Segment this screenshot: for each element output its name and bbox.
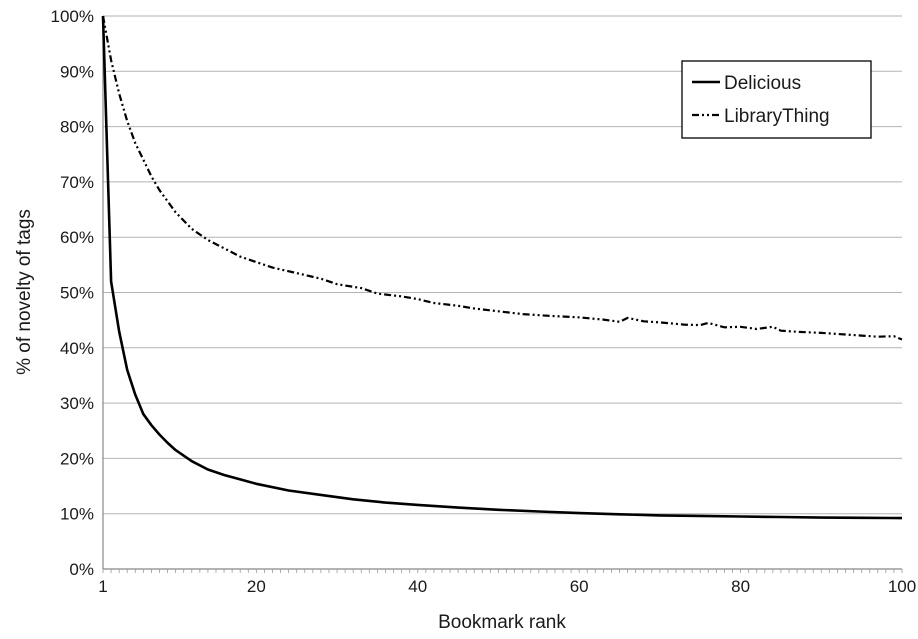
legend-box: [681, 60, 872, 139]
y-tick-label: 0%: [69, 560, 94, 579]
y-tick-label: 40%: [60, 339, 94, 358]
series-line-delicious: [101, 15, 903, 520]
y-tick-label: 70%: [60, 173, 94, 192]
y-tick-labels: 0% 10% 20% 30% 40% 50% 60% 70% 80% 90% 100%: [51, 7, 94, 579]
y-tick-label: 20%: [60, 449, 94, 468]
x-tick-label: 60: [570, 577, 589, 596]
series-layer: [101, 15, 903, 520]
x-axis-title: Bookmark rank: [438, 612, 566, 633]
legend-label-delicious: Delicious: [724, 73, 801, 94]
x-tick-labels: 1 20 40 60 80 100: [98, 577, 916, 596]
y-tick-label: 50%: [60, 284, 94, 303]
y-tick-label: 80%: [60, 118, 94, 137]
x-tick-label: 40: [408, 577, 427, 596]
y-tick-label: 30%: [60, 394, 94, 413]
y-tick-label: 90%: [60, 62, 94, 81]
gridlines: [103, 15, 902, 515]
x-tick-label: 20: [247, 577, 266, 596]
x-tick-label: 1: [98, 577, 107, 596]
y-axis-title: % of novelty of tags: [14, 209, 35, 375]
y-tick-label: 100%: [51, 7, 94, 26]
x-tick-label: 100: [888, 577, 916, 596]
x-tick-label: 80: [731, 577, 750, 596]
y-tick-label: 10%: [60, 505, 94, 524]
series-line-librarything: [101, 15, 903, 341]
y-tick-label: 60%: [60, 228, 94, 247]
x-tick-marks: [102, 569, 903, 573]
legend: Delicious LibraryThing: [681, 60, 872, 139]
legend-label-librarything: LibraryThing: [724, 106, 830, 127]
axes: [102, 16, 902, 570]
